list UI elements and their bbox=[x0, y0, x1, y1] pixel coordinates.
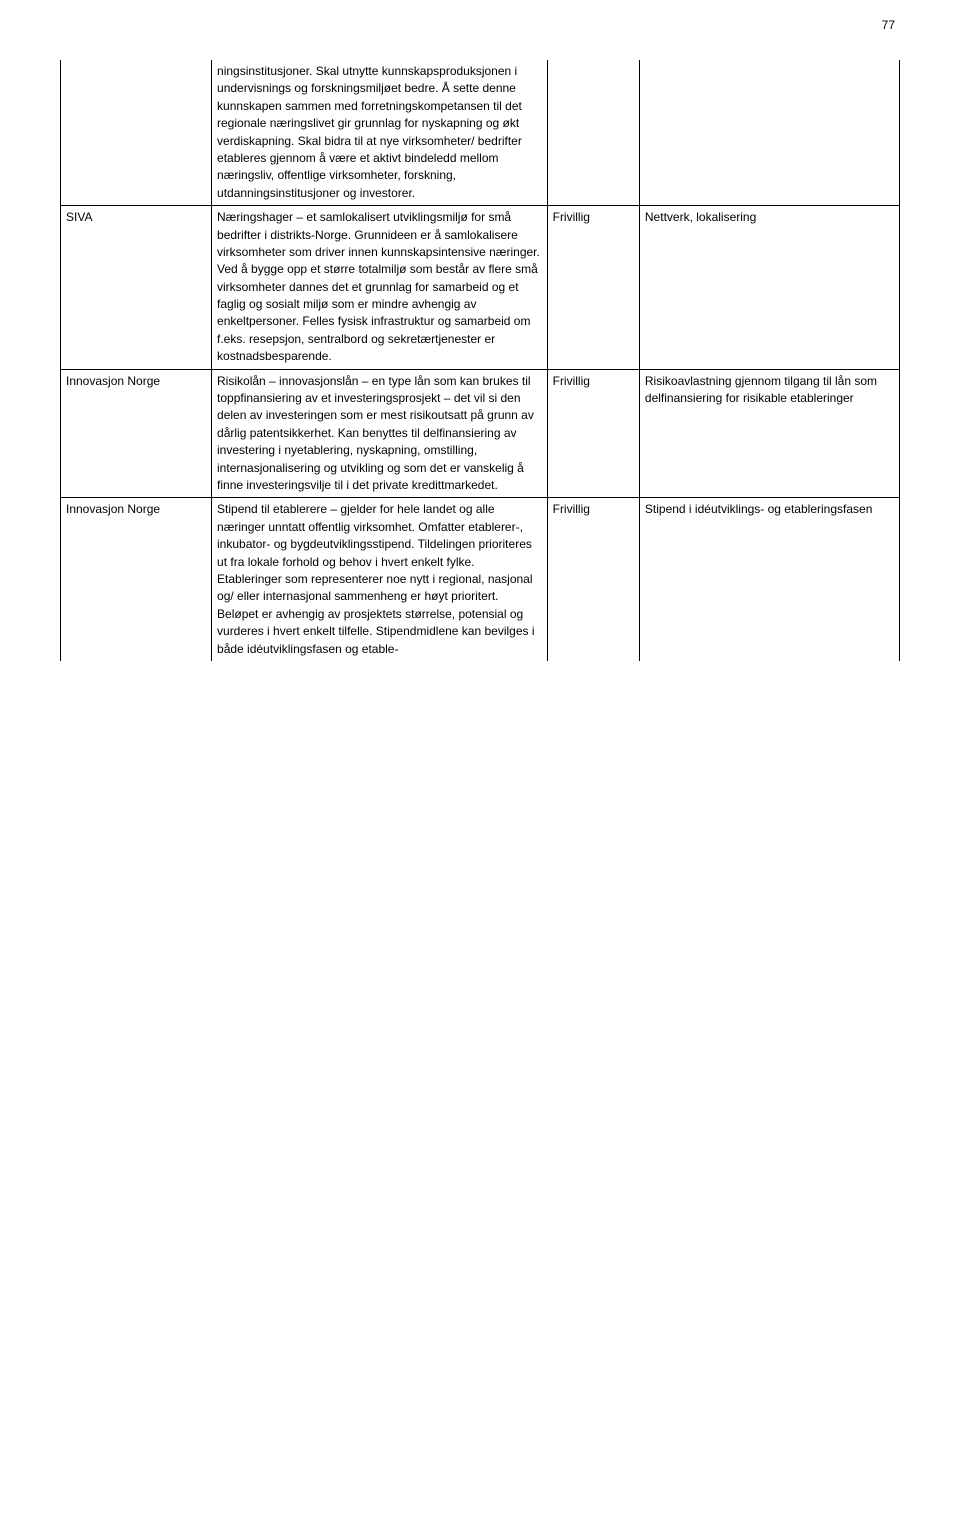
cell-note bbox=[639, 60, 899, 206]
cell-note: Stipend i idéutviklings- og etableringsf… bbox=[639, 498, 899, 661]
table-row: SIVA Næringshager – et samlokalisert utv… bbox=[61, 206, 900, 370]
table-row: Innovasjon Norge Stipend til etablerere … bbox=[61, 498, 900, 661]
cell-note: Risikoavlastning gjennom tilgang til lån… bbox=[639, 369, 899, 498]
cell-type: Frivillig bbox=[547, 369, 639, 498]
cell-desc: Risikolån – innovasjonslån – en type lån… bbox=[212, 369, 548, 498]
table-row: ningsinstitusjoner. Skal utnytte kunnska… bbox=[61, 60, 900, 206]
page-number: 77 bbox=[882, 18, 895, 32]
cell-type bbox=[547, 60, 639, 206]
cell-org bbox=[61, 60, 212, 206]
cell-desc: ningsinstitusjoner. Skal utnytte kunnska… bbox=[212, 60, 548, 206]
table-row: Innovasjon Norge Risikolån – innovasjons… bbox=[61, 369, 900, 498]
cell-org: Innovasjon Norge bbox=[61, 369, 212, 498]
content-table: ningsinstitusjoner. Skal utnytte kunnska… bbox=[60, 60, 900, 661]
cell-type: Frivillig bbox=[547, 206, 639, 370]
cell-org: SIVA bbox=[61, 206, 212, 370]
document-page: 77 ningsinstitusjoner. Skal utnytte kunn… bbox=[0, 0, 960, 661]
cell-desc: Næringshager – et samlokalisert utviklin… bbox=[212, 206, 548, 370]
cell-org: Innovasjon Norge bbox=[61, 498, 212, 661]
cell-type: Frivillig bbox=[547, 498, 639, 661]
cell-desc: Stipend til etablerere – gjelder for hel… bbox=[212, 498, 548, 661]
cell-note: Nettverk, lokalisering bbox=[639, 206, 899, 370]
